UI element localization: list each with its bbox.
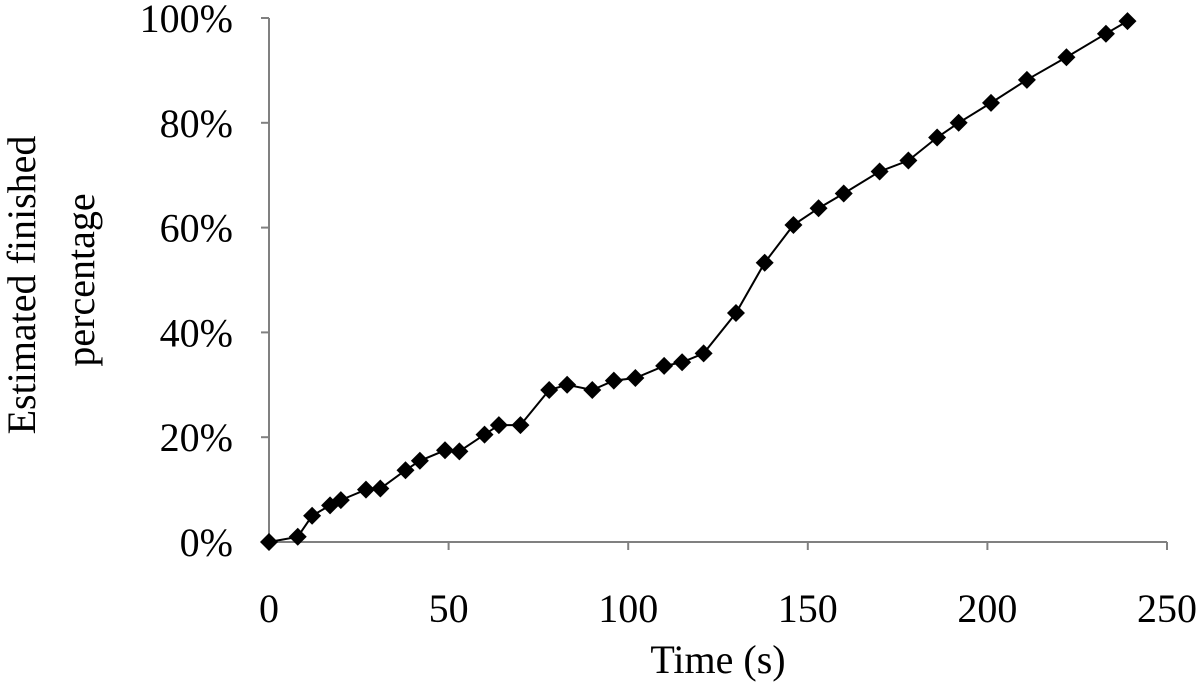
y-tick-label: 80% [160, 101, 233, 146]
data-point-marker [303, 506, 322, 525]
data-point-marker [475, 425, 494, 444]
x-tick-label: 200 [957, 586, 1017, 631]
x-tick-label: 150 [778, 586, 838, 631]
data-point-marker [1017, 70, 1036, 89]
data-point-marker [809, 199, 828, 218]
y-tick-label: 60% [160, 206, 233, 251]
data-point-marker [1118, 12, 1137, 31]
data-point-marker [288, 527, 307, 546]
data-point-marker [949, 113, 968, 132]
data-point-marker [834, 184, 853, 203]
data-point-marker [583, 381, 602, 400]
data-point-marker [726, 304, 745, 323]
data-point-marker [558, 375, 577, 394]
data-point-marker [371, 479, 390, 498]
data-point-marker [410, 451, 429, 470]
data-point-marker [1096, 24, 1115, 43]
data-point-marker [981, 93, 1000, 112]
data-point-marker [331, 491, 350, 510]
y-tick-label: 20% [160, 415, 233, 460]
data-point-marker [899, 151, 918, 170]
series-line [268, 20, 1129, 543]
x-tick-marks [268, 542, 1168, 550]
plot-area [260, 12, 1137, 551]
y-tick-label: 0% [180, 520, 233, 565]
x-tick-label: 50 [429, 586, 469, 631]
y-tick-labels: 0% 20% 40% 60% 80% 100% [140, 0, 233, 565]
data-point-marker [396, 461, 415, 480]
data-point-marker [511, 416, 530, 435]
data-point-marker [928, 128, 947, 147]
data-point-marker [604, 371, 623, 390]
x-tick-label: 250 [1137, 586, 1197, 631]
series-markers [260, 12, 1137, 551]
axes [261, 17, 1168, 550]
y-tick-marks [261, 17, 269, 543]
data-point-marker [540, 381, 559, 400]
y-axis-title-line-2: percentage [58, 193, 103, 366]
data-point-marker [450, 442, 469, 461]
data-point-marker [626, 368, 645, 387]
data-point-marker [356, 480, 375, 499]
y-axis-title-line-1: Estimated finished [0, 136, 44, 435]
data-point-marker [436, 441, 455, 460]
data-point-marker [755, 253, 774, 272]
data-point-marker [784, 215, 803, 234]
data-point-marker [260, 533, 278, 551]
data-point-marker [870, 162, 889, 181]
y-tick-label: 40% [160, 310, 233, 355]
data-point-marker [655, 356, 674, 375]
y-tick-label: 100% [140, 0, 233, 41]
x-tick-label: 100 [598, 586, 658, 631]
data-point-marker [694, 344, 713, 363]
x-tick-labels: 0 50 100 150 200 250 [259, 586, 1197, 631]
x-axis-title: Time (s) [650, 637, 785, 682]
data-point-marker [1057, 48, 1076, 67]
data-point-marker [489, 416, 508, 435]
x-tick-label: 0 [259, 586, 279, 631]
data-point-marker [673, 353, 692, 372]
y-axis-title: Estimated finished percentage [0, 126, 103, 435]
